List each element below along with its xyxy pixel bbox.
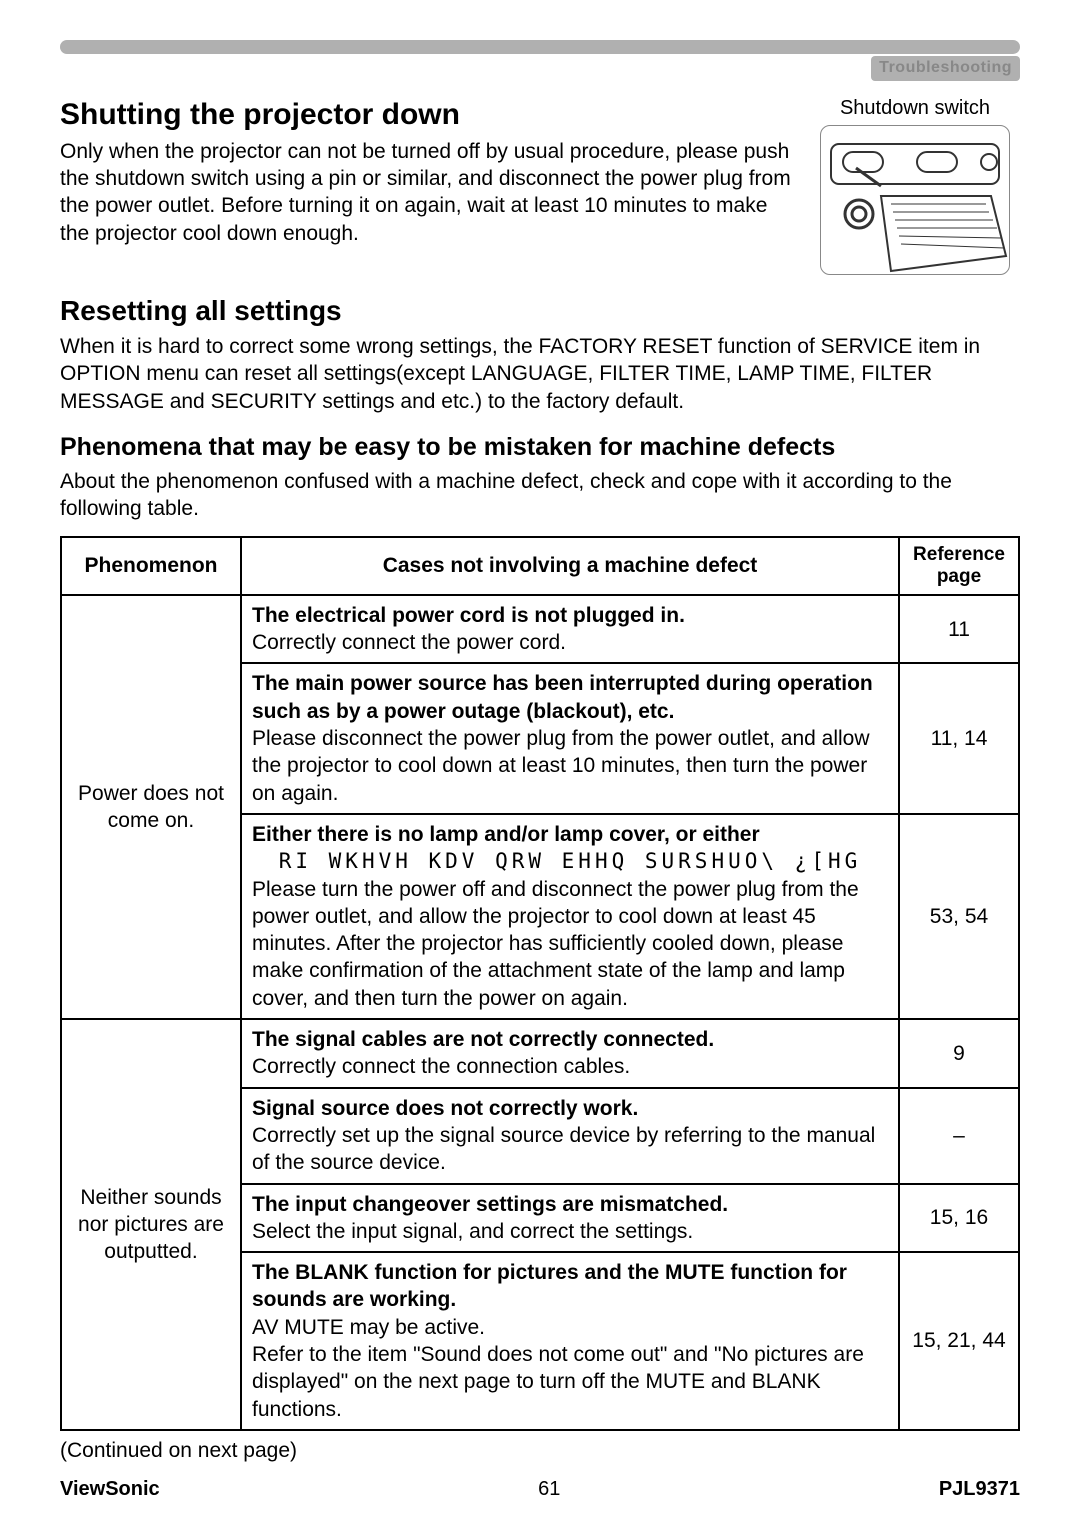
footer-model: PJL9371 xyxy=(939,1476,1020,1502)
garbled-text: RI WKHVH KDV QRW EHHQ SURSHUO\ ¿[HG xyxy=(252,848,888,875)
troubleshoot-table: Phenomenon Cases not involving a machine… xyxy=(60,536,1020,1431)
case-cell: Signal source does not correctly work.Co… xyxy=(241,1088,899,1184)
phenomenon-cell: Neither sounds nor pictures are outputte… xyxy=(61,1019,241,1430)
case-cell: Either there is no lamp and/or lamp cove… xyxy=(241,814,899,1019)
case-cell: The BLANK function for pictures and the … xyxy=(241,1252,899,1430)
reference-cell: 11, 14 xyxy=(899,663,1019,813)
case-body: Correctly connect the power cord. xyxy=(252,629,888,656)
reference-cell: – xyxy=(899,1088,1019,1184)
table-row: Power does not come on.The electrical po… xyxy=(61,595,1019,664)
section2-body: When it is hard to correct some wrong se… xyxy=(60,333,1020,415)
col-cases: Cases not involving a machine defect xyxy=(241,537,899,595)
col-reference: Reference page xyxy=(899,537,1019,595)
case-title: Either there is no lamp and/or lamp cove… xyxy=(252,821,888,848)
reference-cell: 53, 54 xyxy=(899,814,1019,1019)
case-body: AV MUTE may be active. Refer to the item… xyxy=(252,1314,888,1423)
case-cell: The signal cables are not correctly conn… xyxy=(241,1019,899,1088)
section3-body: About the phenomenon confused with a mac… xyxy=(60,468,1020,523)
reference-cell: 9 xyxy=(899,1019,1019,1088)
case-title: Signal source does not correctly work. xyxy=(252,1095,888,1122)
col-phenomenon: Phenomenon xyxy=(61,537,241,595)
case-body: Select the input signal, and correct the… xyxy=(252,1218,888,1245)
case-title: The BLANK function for pictures and the … xyxy=(252,1259,888,1314)
case-body: Please turn the power off and disconnect… xyxy=(252,876,888,1012)
section1-body: Only when the projector can not be turne… xyxy=(60,138,792,247)
case-cell: The main power source has been interrupt… xyxy=(241,663,899,813)
footer: ViewSonic 61 PJL9371 xyxy=(60,1476,1020,1502)
footer-brand: ViewSonic xyxy=(60,1476,160,1502)
footer-page: 61 xyxy=(538,1476,560,1502)
shutdown-caption: Shutdown switch xyxy=(810,95,1020,121)
section1-title: Shutting the projector down xyxy=(60,95,792,134)
case-body: Correctly connect the connection cables. xyxy=(252,1053,888,1080)
case-title: The electrical power cord is not plugged… xyxy=(252,602,888,629)
top-bar-decor xyxy=(60,40,1020,54)
case-title: The signal cables are not correctly conn… xyxy=(252,1026,888,1053)
case-cell: The electrical power cord is not plugged… xyxy=(241,595,899,664)
table-row: Neither sounds nor pictures are outputte… xyxy=(61,1019,1019,1088)
shutdown-illustration: Shutdown switch xyxy=(810,95,1020,275)
case-title: The main power source has been interrupt… xyxy=(252,670,888,725)
section2-title: Resetting all settings xyxy=(60,293,1020,329)
phenomenon-cell: Power does not come on. xyxy=(61,595,241,1019)
section3-title: Phenomena that may be easy to be mistake… xyxy=(60,431,1020,464)
case-body: Please disconnect the power plug from th… xyxy=(252,725,888,807)
case-cell: The input changeover settings are mismat… xyxy=(241,1184,899,1253)
header-label: Troubleshooting xyxy=(871,56,1020,81)
reference-cell: 15, 16 xyxy=(899,1184,1019,1253)
case-body: Correctly set up the signal source devic… xyxy=(252,1122,888,1177)
case-title: The input changeover settings are mismat… xyxy=(252,1191,888,1218)
projector-icon xyxy=(820,125,1010,275)
continued-text: (Continued on next page) xyxy=(60,1437,1020,1464)
reference-cell: 11 xyxy=(899,595,1019,664)
reference-cell: 15, 21, 44 xyxy=(899,1252,1019,1430)
